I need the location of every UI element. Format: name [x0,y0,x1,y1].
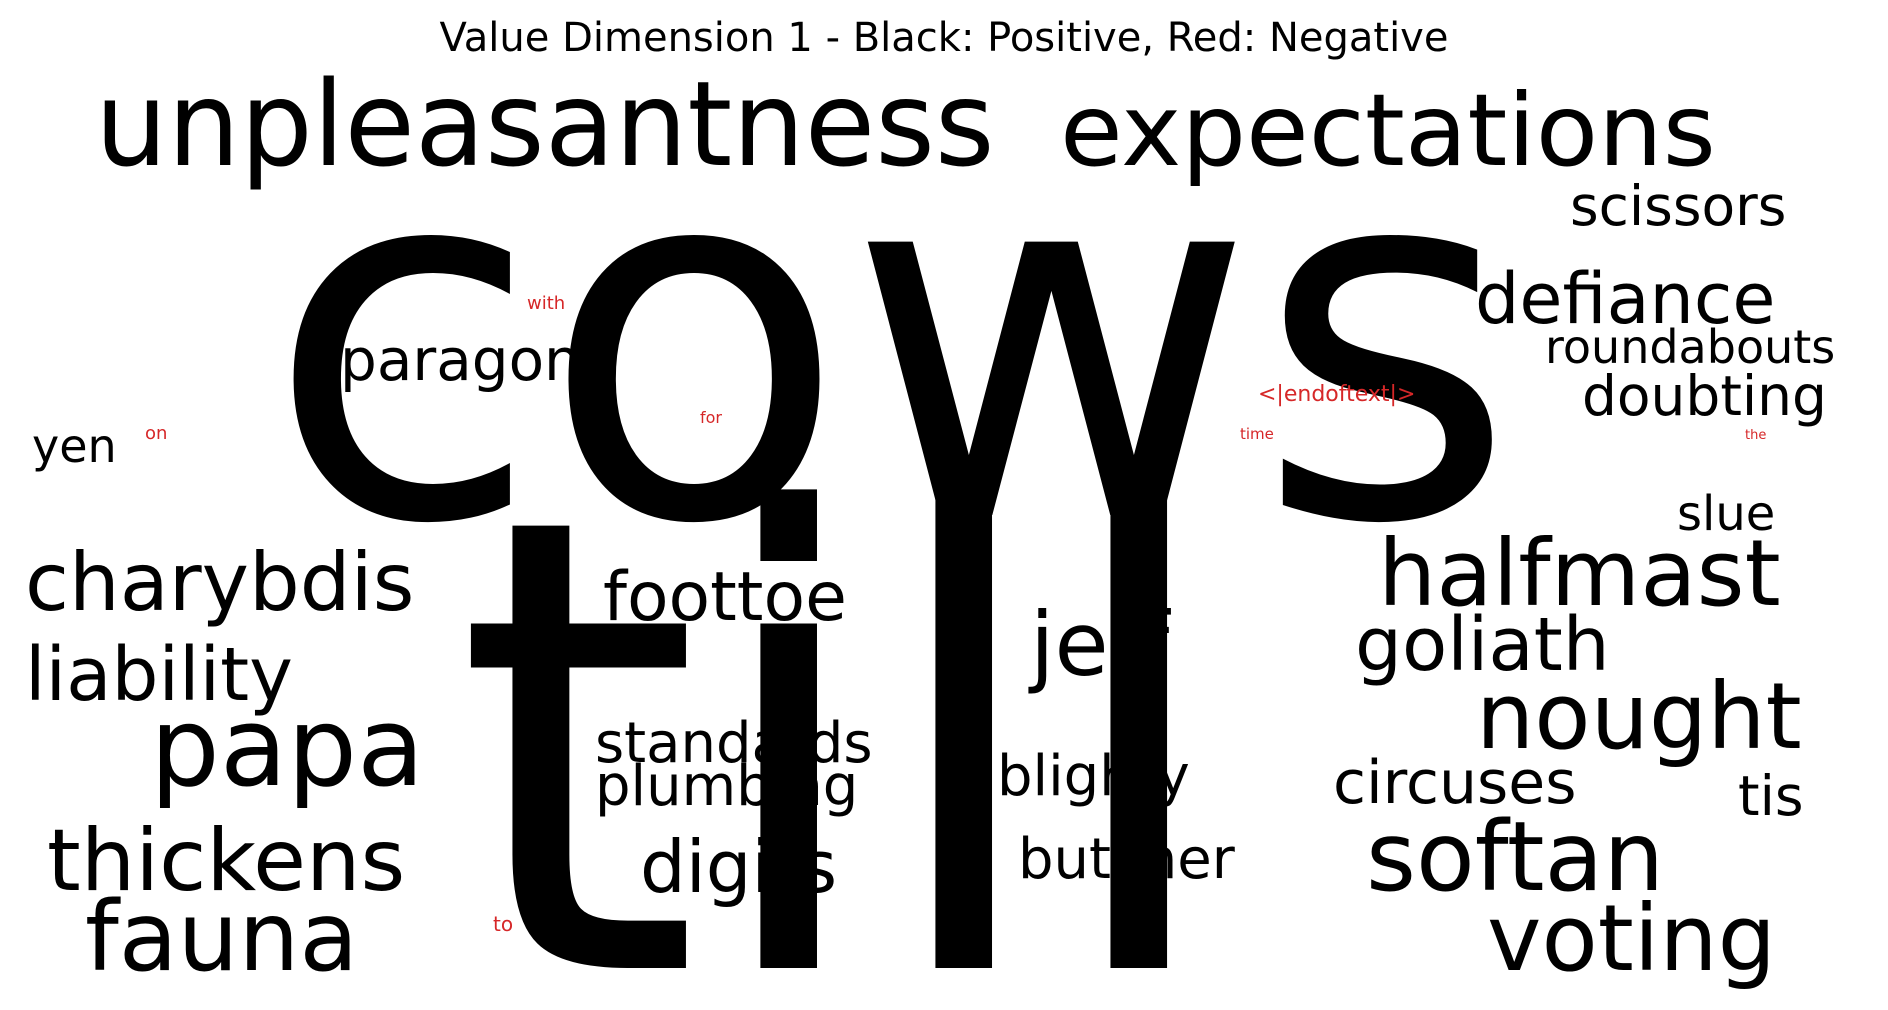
word-28: fauna [85,881,358,993]
word-11: halfmast [1378,520,1781,627]
word-7: doubting [1582,364,1827,428]
word-34: time [1240,425,1274,443]
chart-title: Value Dimension 1 - Black: Positive, Red… [439,15,1449,61]
word-16: liability [25,632,293,718]
word-0: cows [266,51,1516,633]
word-3: expectations [1060,72,1716,189]
word-4: scissors [1570,174,1786,238]
word-2: unpleasantness [95,56,994,193]
word-20: plumbing [595,754,858,819]
word-10: slue [1677,486,1775,542]
word-26: butcher [1018,827,1236,892]
word-6: roundabouts [1545,320,1835,374]
word-19: standards [595,711,873,776]
word-9: yen [32,419,117,473]
word-36: to [493,912,513,936]
word-29: voting [1487,885,1776,992]
word-18: papa [150,683,424,811]
word-22: circuses [1333,748,1576,818]
word-25: digits [640,825,837,909]
word-13: foottoe [603,558,847,637]
word-35: the [1745,428,1766,443]
word-30: with [527,293,565,314]
word-15: goliath [1355,602,1610,688]
word-33: <|endoftext|> [1258,382,1415,407]
word-27: softan [1366,801,1664,913]
word-14: jeff [1028,593,1172,696]
word-31: on [145,423,167,444]
word-23: tis [1738,764,1804,828]
word-5: defiance [1475,258,1775,340]
word-32: for [700,408,722,427]
word-1: till [454,383,1226,1010]
word-21: blighty [997,744,1190,809]
word-8: paragon [340,326,581,394]
word-24: thickens [47,811,405,911]
word-17: nought [1476,663,1802,770]
word-12: charybdis [25,536,414,629]
